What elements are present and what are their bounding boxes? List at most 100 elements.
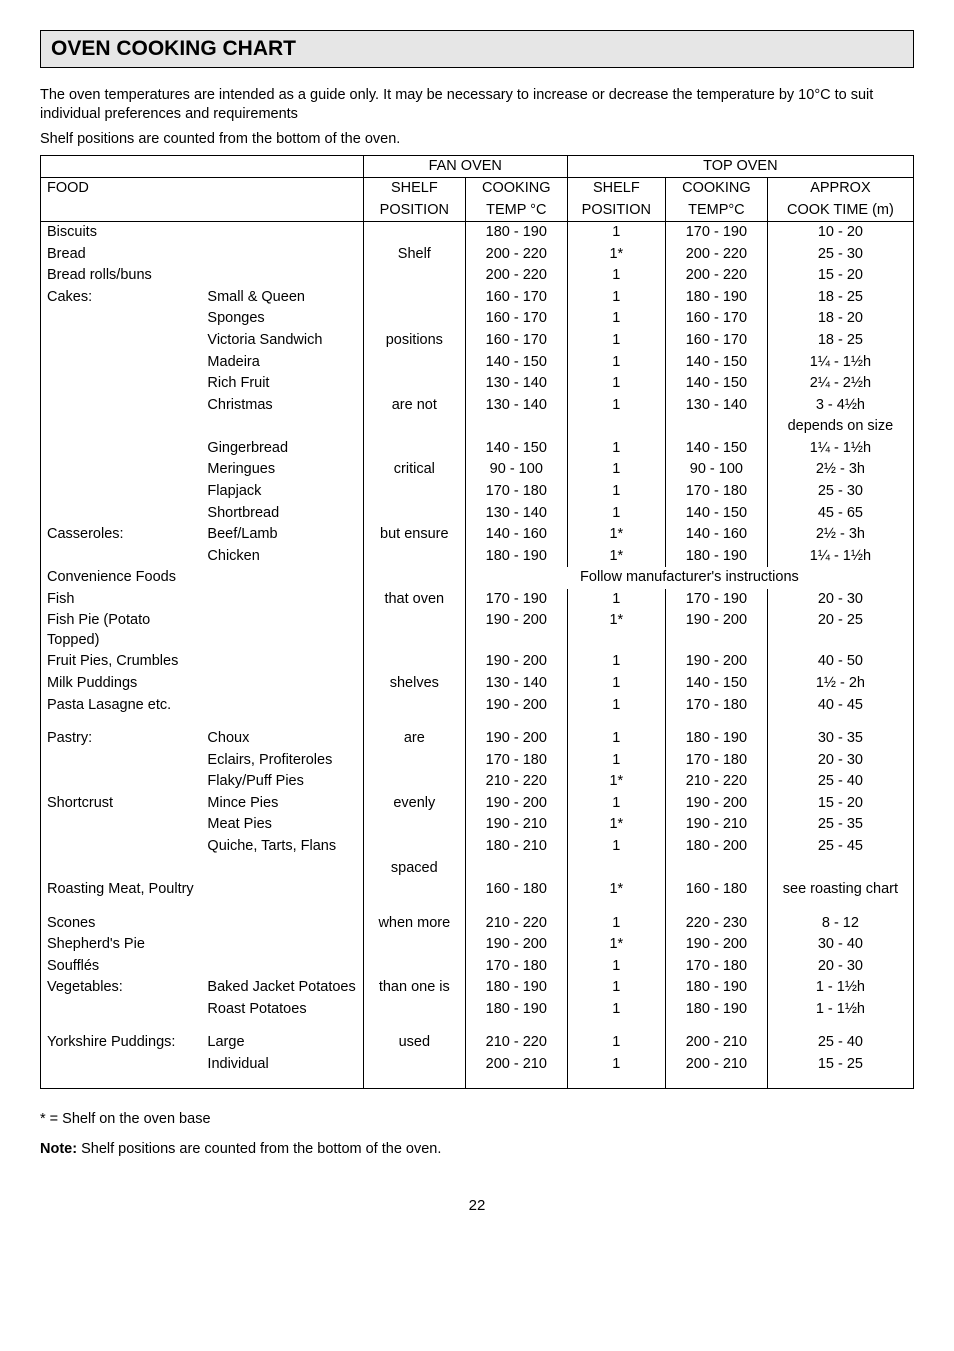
fan-temp: 130 - 140 bbox=[465, 503, 567, 525]
food-col2 bbox=[201, 956, 363, 978]
shelf-word bbox=[363, 352, 465, 374]
food-col1 bbox=[41, 1054, 202, 1076]
fan-temp: 130 - 140 bbox=[465, 395, 567, 417]
top-shelf-pos: 1 bbox=[567, 836, 665, 858]
food-col1: Fruit Pies, Crumbles bbox=[41, 651, 202, 673]
fan-temp: 180 - 210 bbox=[465, 836, 567, 858]
shelf-word bbox=[363, 481, 465, 503]
food-col1 bbox=[41, 771, 202, 793]
shelf-word bbox=[363, 610, 465, 651]
fan-temp bbox=[465, 416, 567, 438]
top-temp: 170 - 180 bbox=[665, 695, 767, 717]
shelf-word bbox=[363, 265, 465, 287]
top-shelf-pos: 1 bbox=[567, 481, 665, 503]
top-oven-header: TOP OVEN bbox=[567, 155, 913, 178]
approx-time: 8 - 12 bbox=[767, 913, 913, 935]
food-col2: Victoria Sandwich bbox=[201, 330, 363, 352]
approx-time: 2½ - 3h bbox=[767, 459, 913, 481]
approx-time: 18 - 25 bbox=[767, 287, 913, 309]
food-col1: Soufflés bbox=[41, 956, 202, 978]
top-temp: 200 - 220 bbox=[665, 244, 767, 266]
fan-temp: 200 - 220 bbox=[465, 265, 567, 287]
top-temp: 180 - 190 bbox=[665, 546, 767, 568]
food-col1 bbox=[41, 373, 202, 395]
fan-temp: 160 - 170 bbox=[465, 330, 567, 352]
food-col1: Fish Pie (Potato Topped) bbox=[41, 610, 202, 651]
fan-temp: 180 - 190 bbox=[465, 999, 567, 1021]
top-shelf-pos: 1* bbox=[567, 524, 665, 546]
top-shelf-pos: 1 bbox=[567, 308, 665, 330]
shelf-word bbox=[363, 546, 465, 568]
fan-temp: 210 - 220 bbox=[465, 1032, 567, 1054]
food-col2: Shortbread bbox=[201, 503, 363, 525]
food-col1 bbox=[41, 750, 202, 772]
food-col1 bbox=[41, 395, 202, 417]
food-col2: Madeira bbox=[201, 352, 363, 374]
fan-temp: 190 - 200 bbox=[465, 651, 567, 673]
shelf-word: are not bbox=[363, 395, 465, 417]
top-temp: 140 - 150 bbox=[665, 352, 767, 374]
approx-time: 25 - 35 bbox=[767, 814, 913, 836]
food-col1: Bread bbox=[41, 244, 202, 266]
approx-time: 25 - 45 bbox=[767, 836, 913, 858]
top-shelf-pos: 1 bbox=[567, 265, 665, 287]
approx-time: 25 - 40 bbox=[767, 771, 913, 793]
food-col1 bbox=[41, 352, 202, 374]
top-shelf-pos: 1 bbox=[567, 695, 665, 717]
top-shelf-pos: 1 bbox=[567, 459, 665, 481]
approx-time: 3 - 4½h bbox=[767, 395, 913, 417]
fan-temp: 180 - 190 bbox=[465, 222, 567, 244]
shelf-word bbox=[363, 416, 465, 438]
approx-time: 40 - 45 bbox=[767, 695, 913, 717]
approx-time: 15 - 25 bbox=[767, 1054, 913, 1076]
tempc-header: TEMP °C bbox=[465, 200, 567, 222]
top-temp: 220 - 230 bbox=[665, 913, 767, 935]
top-temp: 190 - 200 bbox=[665, 651, 767, 673]
shelf-word bbox=[363, 956, 465, 978]
top-shelf-pos: 1 bbox=[567, 503, 665, 525]
top-temp: 170 - 180 bbox=[665, 481, 767, 503]
food-col2 bbox=[201, 589, 363, 611]
top-shelf-pos: 1 bbox=[567, 438, 665, 460]
follow-instr: Follow manufacturer's instructions bbox=[465, 567, 913, 589]
top-shelf-pos: 1 bbox=[567, 913, 665, 935]
shelf-word bbox=[363, 934, 465, 956]
top-shelf-pos: 1* bbox=[567, 934, 665, 956]
roasting-label: Roasting Meat, Poultry bbox=[41, 879, 364, 901]
approx-time: 1 - 1½h bbox=[767, 999, 913, 1021]
approx-time: 30 - 40 bbox=[767, 934, 913, 956]
fan-temp: 130 - 140 bbox=[465, 373, 567, 395]
top-shelf-pos: 1 bbox=[567, 395, 665, 417]
food-col1: Casseroles: bbox=[41, 524, 202, 546]
approx-time: 1¼ - 1½h bbox=[767, 352, 913, 374]
food-col2: Mince Pies bbox=[201, 793, 363, 815]
fan-temp: 190 - 200 bbox=[465, 728, 567, 750]
food-col2 bbox=[201, 913, 363, 935]
food-col2: Rich Fruit bbox=[201, 373, 363, 395]
food-col1: Vegetables: bbox=[41, 977, 202, 999]
food-col1: Biscuits bbox=[41, 222, 202, 244]
approx-header: APPROX bbox=[767, 178, 913, 200]
food-col2 bbox=[201, 416, 363, 438]
shelf-word: are bbox=[363, 728, 465, 750]
top-temp: 140 - 150 bbox=[665, 673, 767, 695]
footnote: * = Shelf on the oven base bbox=[40, 1111, 914, 1127]
position-header-2: POSITION bbox=[567, 200, 665, 222]
food-col1 bbox=[41, 416, 202, 438]
fan-oven-header: FAN OVEN bbox=[363, 155, 567, 178]
approx-time: 45 - 65 bbox=[767, 503, 913, 525]
top-temp: 200 - 210 bbox=[665, 1054, 767, 1076]
top-shelf-pos: 1 bbox=[567, 589, 665, 611]
approx-time: 30 - 35 bbox=[767, 728, 913, 750]
shelf-word: than one is bbox=[363, 977, 465, 999]
roasting-ct: 160 - 180 bbox=[465, 879, 567, 901]
roasting-ct2: 160 - 180 bbox=[665, 879, 767, 901]
note: Note: Shelf positions are counted from t… bbox=[40, 1141, 914, 1157]
top-temp: 180 - 190 bbox=[665, 999, 767, 1021]
approx-time: 20 - 30 bbox=[767, 956, 913, 978]
top-shelf-pos: 1* bbox=[567, 244, 665, 266]
top-shelf-pos: 1 bbox=[567, 352, 665, 374]
fan-temp: 210 - 220 bbox=[465, 913, 567, 935]
top-temp bbox=[665, 416, 767, 438]
approx-time: 20 - 30 bbox=[767, 589, 913, 611]
